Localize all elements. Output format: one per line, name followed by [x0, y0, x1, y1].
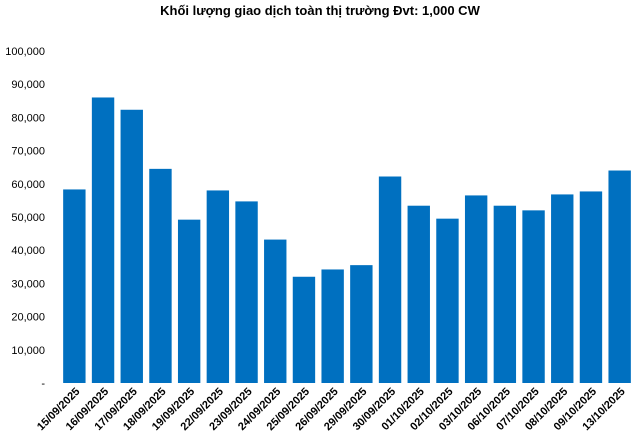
- y-tick-label: 70,000: [11, 146, 45, 158]
- y-tick-label: 10,000: [11, 345, 45, 357]
- bar: [63, 189, 86, 383]
- bar: [522, 210, 545, 383]
- bar: [235, 201, 258, 383]
- y-tick-label: 80,000: [11, 112, 45, 124]
- y-tick-label: -: [41, 378, 45, 390]
- y-tick-label: 90,000: [11, 79, 45, 91]
- y-tick-label: 40,000: [11, 245, 45, 257]
- chart-title: Khối lượng giao dịch toàn thị trường Đvt…: [160, 3, 480, 18]
- bar: [407, 205, 430, 383]
- bar: [378, 176, 402, 383]
- bar: [91, 97, 115, 383]
- bar: [206, 190, 230, 383]
- y-tick-label: 60,000: [11, 179, 45, 191]
- bar: [464, 195, 488, 383]
- y-tick-label: 20,000: [11, 312, 45, 324]
- bar: [493, 205, 517, 383]
- bar: [551, 194, 574, 383]
- bar: [436, 218, 459, 383]
- bar: [177, 219, 201, 383]
- bar: [149, 168, 172, 383]
- y-tick-label: 50,000: [11, 212, 45, 224]
- y-tick-label: 100,000: [5, 46, 45, 58]
- y-tick-label: 30,000: [11, 278, 45, 290]
- bar: [608, 170, 631, 383]
- bar: [579, 191, 603, 383]
- bar: [292, 276, 316, 383]
- bar: [350, 265, 373, 383]
- bar: [120, 109, 143, 383]
- bar: [264, 239, 287, 383]
- bar: [321, 269, 344, 383]
